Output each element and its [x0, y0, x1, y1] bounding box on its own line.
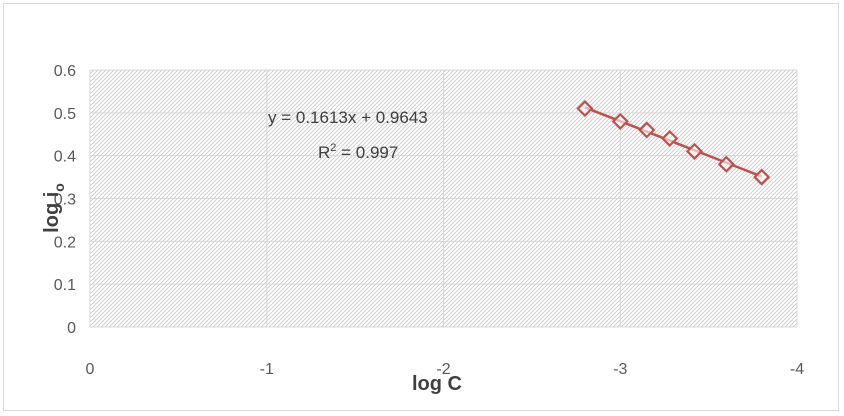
- r-squared-value: = 0.997: [336, 143, 398, 162]
- data-point-marker: [611, 112, 629, 130]
- y-tick-label: 0.6: [54, 63, 76, 80]
- data-point-marker: [661, 129, 679, 148]
- r-squared-r: R: [318, 143, 330, 162]
- tick-labels: 0 0.1 0.2 0.3 0.4 0.5 0.6 0 -1 -2 -3 -4: [54, 63, 804, 378]
- data-points: [576, 99, 771, 186]
- x-tick-label: 0: [86, 361, 95, 378]
- y-tick-label: 0.3: [54, 192, 76, 209]
- y-tick-label: 0.1: [54, 277, 76, 294]
- x-tick-label: -2: [436, 361, 450, 378]
- data-point-marker: [638, 121, 656, 139]
- y-tick-label: 0: [67, 320, 76, 337]
- y-axis-title: log io: [41, 183, 67, 233]
- r-squared-label: R2 = 0.997: [318, 142, 398, 162]
- data-point-marker: [753, 168, 771, 186]
- y-axis-title-main: log i: [41, 192, 63, 233]
- y-axis-title-sub: o: [51, 183, 67, 192]
- gridlines: [89, 69, 798, 328]
- x-tick-label: -1: [260, 361, 274, 378]
- x-tick-label: -3: [613, 361, 627, 378]
- data-point-marker: [576, 99, 594, 118]
- r-squared-sup: 2: [330, 142, 336, 154]
- data-point-marker: [685, 142, 704, 160]
- trendline-equation: y = 0.1613x + 0.9643: [268, 108, 428, 127]
- y-tick-label: 0.2: [54, 234, 76, 251]
- data-point-marker: [717, 155, 735, 173]
- x-axis-title: log C: [412, 373, 462, 395]
- y-tick-label: 0.5: [54, 106, 76, 123]
- y-tick-label: 0.4: [54, 149, 76, 166]
- x-tick-label: -4: [790, 361, 804, 378]
